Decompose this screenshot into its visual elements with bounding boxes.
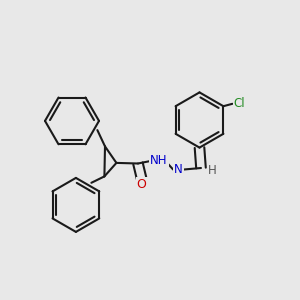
Text: NH: NH <box>150 154 168 167</box>
Text: H: H <box>208 164 217 178</box>
Text: Cl: Cl <box>233 97 245 110</box>
Text: N: N <box>174 163 183 176</box>
Text: O: O <box>137 178 146 191</box>
